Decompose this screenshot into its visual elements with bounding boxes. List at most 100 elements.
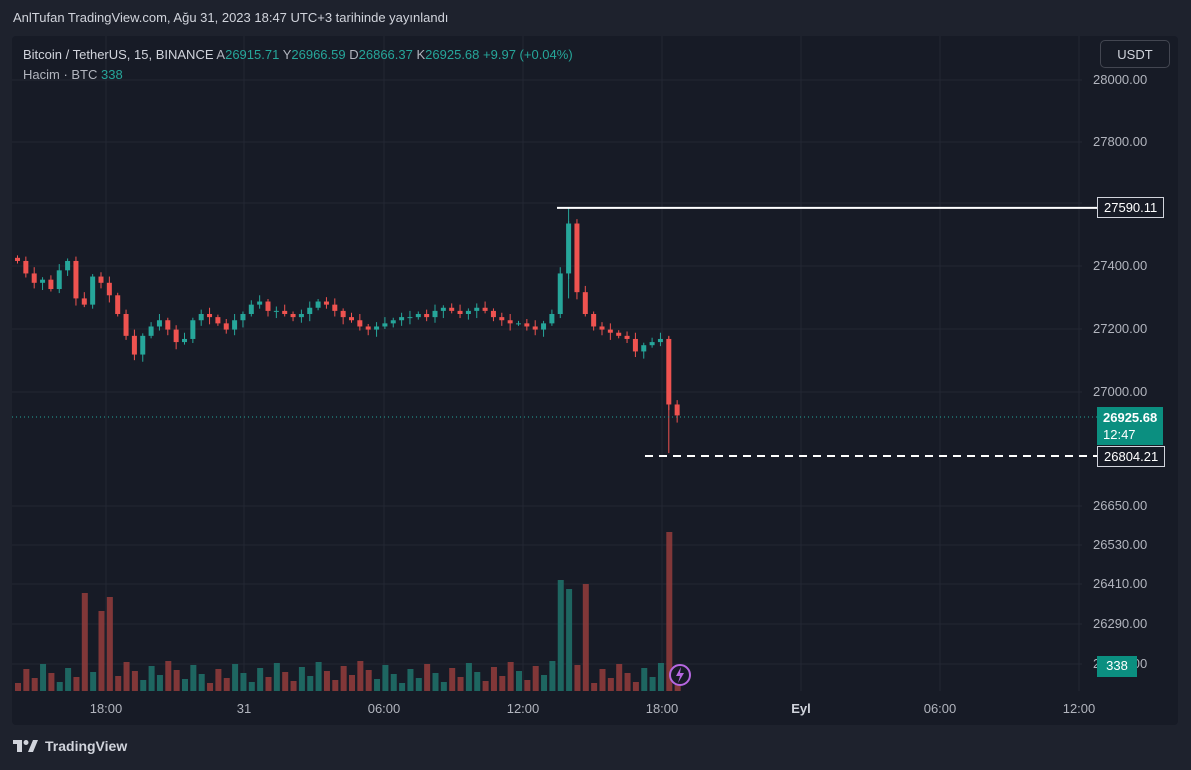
- price-axis-label: 27400.00: [1093, 258, 1148, 273]
- chart-panel[interactable]: Bitcoin / TetherUS, 15, BINANCE A26915.7…: [12, 36, 1178, 725]
- volume-bar: [307, 676, 314, 691]
- volume-bar: [273, 663, 280, 691]
- candle-body: [616, 332, 622, 336]
- candle-body: [415, 314, 421, 318]
- open-label: A: [216, 47, 226, 62]
- symbol-title[interactable]: Bitcoin / TetherUS, 15, BINANCE: [23, 47, 214, 62]
- price-axis-label: 26410.00: [1093, 576, 1148, 591]
- candle-body: [282, 310, 288, 314]
- candle-body: [332, 304, 338, 311]
- candle-body: [173, 329, 179, 343]
- volume-bar: [415, 678, 422, 691]
- volume-bar: [365, 670, 372, 691]
- time-axis-label: 12:00: [1062, 701, 1096, 716]
- open-value: 26915.71: [225, 47, 280, 62]
- candle-body: [165, 320, 171, 330]
- volume-bar: [674, 681, 681, 691]
- volume-bar: [56, 682, 63, 691]
- volume-bar: [40, 664, 47, 691]
- volume-bar: [48, 673, 55, 691]
- low-price-tag: 26804.21: [1097, 446, 1166, 467]
- price-axis-label: 26290.00: [1093, 616, 1148, 631]
- volume-bar: [357, 661, 364, 691]
- volume-bar: [282, 672, 289, 691]
- price-chart[interactable]: [12, 36, 1178, 725]
- volume-bar: [257, 668, 264, 691]
- candle-body: [240, 314, 246, 321]
- candle-body: [340, 310, 346, 318]
- volume-bar: [390, 674, 397, 691]
- volume-bar: [165, 661, 172, 691]
- candle-body: [223, 323, 229, 330]
- close-label: K: [416, 47, 426, 62]
- candle-body: [31, 273, 37, 283]
- volume-bar: [23, 669, 30, 691]
- time-axis-label: 06:00: [367, 701, 401, 716]
- volume-bar: [407, 669, 414, 691]
- volume-bar: [332, 680, 339, 691]
- volume-bar: [223, 678, 230, 691]
- volume-bar: [298, 667, 305, 691]
- candle-body: [407, 317, 413, 319]
- legend-volume-row: Hacim · BTC 338: [23, 65, 573, 85]
- volume-bar: [315, 662, 322, 691]
- high-price-tag: 27590.11: [1097, 197, 1165, 218]
- volume-bar: [198, 674, 205, 691]
- candle-body: [674, 404, 680, 416]
- candle-body: [198, 314, 204, 321]
- volume-bar: [90, 672, 97, 691]
- candle-body: [232, 320, 238, 330]
- candle-body: [357, 320, 363, 327]
- candle-body: [449, 307, 455, 311]
- candle-body: [23, 260, 29, 274]
- candle-body: [557, 273, 563, 314]
- legend: Bitcoin / TetherUS, 15, BINANCE A26915.7…: [23, 45, 573, 85]
- candle-body: [65, 260, 71, 271]
- brand-name: TradingView: [45, 738, 128, 754]
- volume-bar: [507, 662, 514, 691]
- volume-bar: [557, 580, 564, 691]
- candle-body: [507, 320, 513, 324]
- volume-bar: [440, 682, 447, 691]
- volume-bar: [15, 683, 21, 691]
- low-label: D: [349, 47, 359, 62]
- candle-body: [323, 301, 329, 305]
- candle-body: [632, 338, 638, 352]
- volume-value: 338: [101, 67, 123, 82]
- volume-bar: [474, 672, 481, 691]
- time-axis-label: Eyl: [791, 701, 811, 716]
- current-price-value: 26925.68: [1103, 410, 1158, 425]
- price-axis-label: 26650.00: [1093, 498, 1148, 513]
- volume-bar: [265, 677, 272, 691]
- candle-body: [40, 279, 46, 283]
- candle-body: [624, 335, 630, 339]
- volume-bar: [457, 677, 464, 691]
- price-axis-label: 26530.00: [1093, 537, 1148, 552]
- candle-body: [591, 314, 597, 327]
- candle-body: [607, 329, 613, 333]
- volume-bar: [424, 664, 431, 691]
- volume-bar: [340, 666, 347, 691]
- candle-body: [424, 314, 430, 318]
- volume-bar: [582, 584, 589, 691]
- candle-body: [390, 320, 396, 324]
- volume-bar: [31, 678, 38, 691]
- candle-body: [156, 320, 162, 327]
- candle-body: [257, 301, 263, 305]
- candle-body: [349, 317, 354, 321]
- volume-bar: [432, 673, 439, 691]
- candle-body: [290, 314, 296, 318]
- publish-info: AnlTufan TradingView.com, Ağu 31, 2023 1…: [0, 0, 1191, 36]
- price-axis-label: 27800.00: [1093, 134, 1148, 149]
- candle-body: [90, 276, 96, 305]
- volume-bar: [632, 682, 639, 691]
- candle-body: [649, 342, 655, 346]
- legend-ohlc-row: Bitcoin / TetherUS, 15, BINANCE A26915.7…: [23, 45, 573, 65]
- candle-body: [541, 323, 547, 330]
- price-axis-label: 28000.00: [1093, 72, 1148, 87]
- volume-bar: [140, 680, 147, 691]
- currency-button[interactable]: USDT: [1100, 40, 1170, 68]
- volume-bar: [616, 664, 623, 691]
- candle-body: [148, 326, 154, 336]
- tradingview-brand[interactable]: TradingView: [13, 738, 127, 754]
